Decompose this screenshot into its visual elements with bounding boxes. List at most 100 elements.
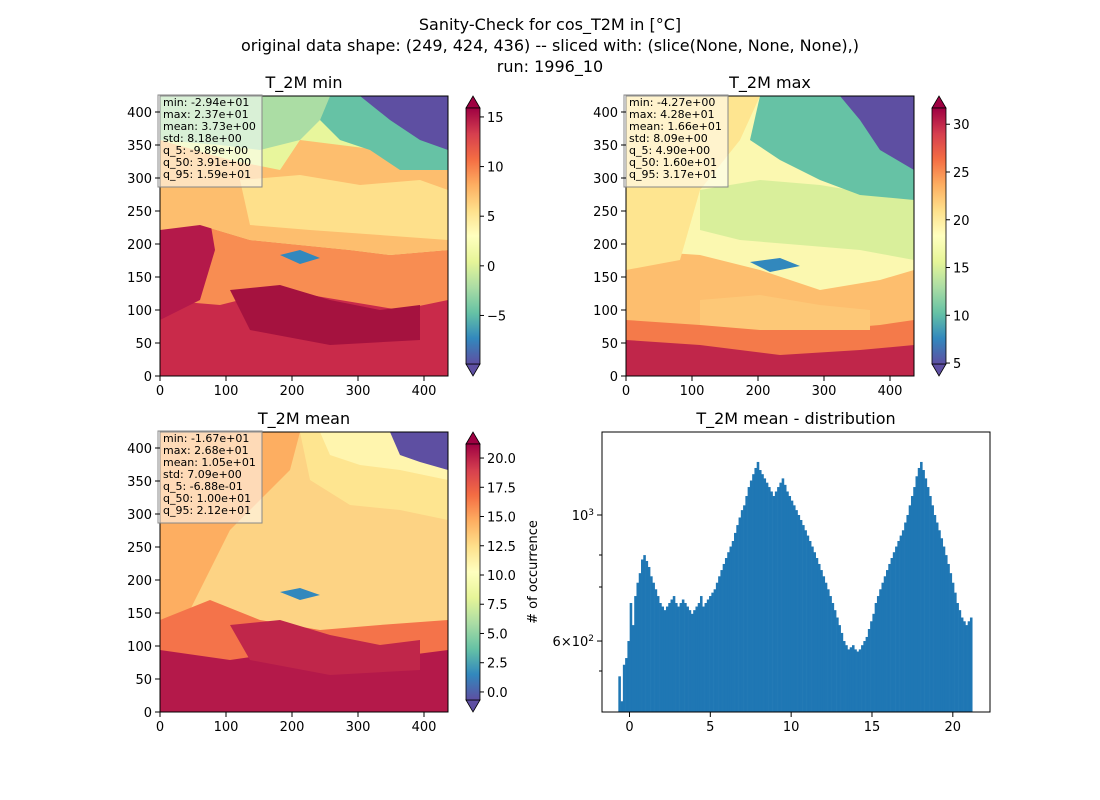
arctic-region (840, 96, 914, 170)
histogram-bar (724, 558, 728, 712)
histogram-bar (770, 491, 773, 712)
histogram-bar (652, 582, 655, 712)
histogram-bar (920, 461, 923, 712)
histogram-bar (865, 636, 869, 712)
colorbar-extend-max (465, 431, 481, 445)
colorbar-extend-max (465, 95, 481, 109)
histogram-bar (641, 559, 644, 712)
histogram-bar (849, 647, 853, 712)
y-tick-label: 300 (593, 172, 618, 187)
histogram-bar (663, 610, 667, 712)
y-tick-label: 200 (127, 238, 152, 253)
histogram-bar (856, 651, 860, 712)
histogram-bar (908, 505, 912, 712)
colorbar-extend-min (465, 699, 481, 713)
histogram-bar (969, 617, 973, 712)
histogram-bar (915, 476, 919, 712)
colorbar-gradient (465, 443, 481, 701)
colorbar-extend-min (465, 363, 481, 377)
colorbar-gradient (465, 107, 481, 365)
histogram-bar (847, 649, 851, 712)
histogram-bar (811, 546, 814, 712)
panel-t2m-max: T_2M max min: -4.27e+00 max: 4.28e+01 me… (593, 73, 969, 399)
histogram-bar (931, 505, 934, 712)
y-tick-label: 150 (127, 271, 152, 286)
x-tick-label: 5 (706, 720, 714, 735)
colorbar-extend-max (931, 95, 947, 109)
x-axis: 0 100 200 300 400 (156, 712, 436, 735)
y-axis-label: # of occurrence (526, 520, 541, 624)
stat-q5: q_5: -9.89e+00 (163, 144, 248, 157)
y-tick-label: 50 (601, 337, 618, 352)
histogram-bar (906, 515, 909, 712)
histogram-bar (926, 487, 930, 712)
histogram-bar (863, 641, 866, 712)
mediterranean-sea-region (700, 295, 870, 330)
histogram-bar (727, 552, 730, 712)
panel-title: T_2M min (264, 73, 342, 93)
histogram-bar (833, 610, 837, 712)
histogram-bar (783, 484, 787, 712)
y-tick-label: 6×102 (553, 634, 594, 650)
histogram-bar (681, 599, 685, 712)
colorbar-tick-label: 10 (487, 161, 504, 176)
histogram-bar (795, 510, 798, 712)
histogram-bar (738, 517, 742, 712)
stat-std: std: 8.18e+00 (163, 132, 242, 145)
histogram-bar (944, 555, 948, 712)
mediterranean-sea-region (230, 285, 420, 345)
stats-lines: min: -1.67e+01 max: 2.68e+01 mean: 1.05e… (163, 432, 256, 517)
x-tick-label: 200 (280, 384, 305, 399)
histogram-bar (813, 552, 816, 712)
histogram-bar (631, 625, 635, 712)
histogram-bar (711, 592, 714, 712)
panel-title: T_2M mean (257, 409, 350, 429)
histogram-bar (786, 491, 789, 712)
y-axis: 0 50 100 150 200 250 300 350 400 (127, 442, 160, 721)
histogram-bar (870, 621, 873, 712)
histogram-bar (706, 599, 710, 712)
axes-frame (601, 431, 991, 713)
stat-q95: q_95: 1.59e+01 (163, 168, 251, 181)
y-tick-label: 0 (144, 370, 152, 385)
histogram-bar (761, 474, 764, 712)
colorbar-tick-label: 7.5 (487, 598, 508, 613)
colorbar-tick-label: −5 (487, 309, 506, 324)
panel-t2m-min: T_2M min min: -2.94e+01 max: 2.37e+01 me… (127, 73, 506, 399)
central-europe-region (700, 180, 914, 260)
histogram-bar (851, 645, 855, 712)
y-tick-label: 300 (127, 508, 152, 523)
histogram-bar (790, 500, 794, 712)
panel-title: T_2M mean - distribution (695, 409, 895, 429)
histogram-bar (752, 474, 755, 712)
colorbar-tick-label: 0 (487, 260, 495, 275)
mediterranean-sea-region (230, 620, 420, 675)
histogram-bar (718, 576, 721, 712)
colorbar-tick-label: 5 (953, 357, 961, 372)
histogram-bar (736, 525, 739, 712)
alps-region (750, 258, 800, 272)
histogram-bar (693, 610, 696, 712)
histogram-bar (808, 541, 812, 712)
histogram-bar (897, 541, 900, 712)
histogram-bar (951, 582, 955, 712)
colorbar: 5 10 15 20 25 30 (931, 95, 970, 377)
histogram-bar (758, 470, 762, 712)
y-axis: 103 6×102 (553, 508, 602, 672)
histogram-bar (845, 645, 848, 712)
y-tick-exponent: 3 (588, 508, 594, 518)
stat-q50: q_50: 1.60e+01 (629, 156, 717, 169)
histogram-bar (688, 610, 692, 712)
colorbar-tick-label: 17.5 (487, 481, 516, 496)
histogram-bar (709, 596, 712, 712)
stat-std: std: 8.09e+00 (629, 132, 708, 145)
colorbar-tick-label: 12.5 (487, 540, 516, 555)
histogram-bar (881, 582, 885, 712)
stat-q50: q_50: 1.00e+01 (163, 492, 251, 505)
histogram-bar (815, 558, 819, 712)
stat-max: max: 2.37e+01 (163, 108, 249, 121)
histogram-bar (743, 505, 746, 712)
histogram-bar (754, 467, 758, 712)
y-axis: 0 50 100 150 200 250 300 350 400 (127, 106, 160, 385)
